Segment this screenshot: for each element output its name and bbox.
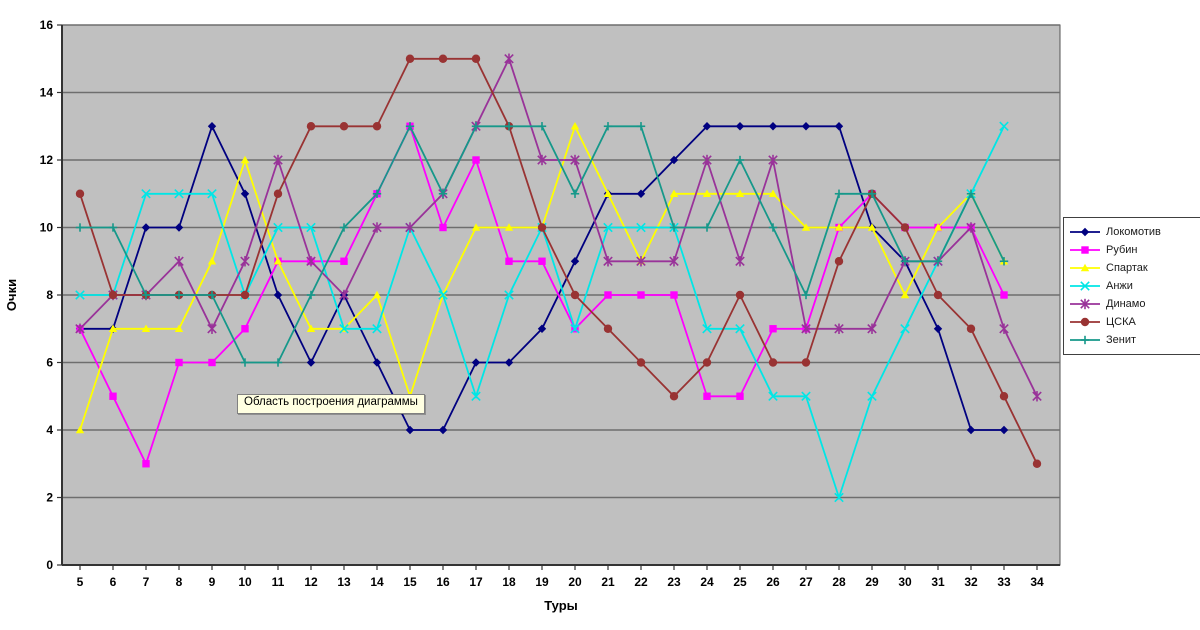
legend-item-label: ЦСКА [1106,316,1136,328]
y-tick-label: 12 [40,153,54,167]
legend-item-label: Зенит [1106,334,1137,346]
y-tick-label: 6 [46,356,53,370]
legend-marker-icon [1070,246,1100,254]
legend-marker-icon [1070,281,1100,291]
x-tick-label: 27 [799,575,813,589]
x-tick-label: 22 [634,575,648,589]
x-tick-label: 16 [436,575,450,589]
x-tick-label: 8 [176,575,183,589]
x-tick-label: 14 [370,575,384,589]
legend-item-Анжи[interactable]: Анжи [1068,277,1200,295]
x-tick-label: 7 [143,575,150,589]
x-tick-label: 5 [77,575,84,589]
legend-marker-icon [1070,263,1100,272]
legend-item-label: Анжи [1106,280,1133,292]
y-tick-label: 16 [40,18,54,32]
y-tick-label: 10 [40,221,54,235]
x-tick-label: 10 [238,575,252,589]
legend: Локомотив Рубин Спартак Анжи Динамо ЦСКА Зенит [1063,217,1200,355]
legend-item-label: Динамо [1106,298,1146,310]
x-tick-label: 11 [272,575,285,589]
legend-marker-icon [1070,317,1100,327]
legend-item-label: Рубин [1106,244,1138,256]
y-tick-label: 14 [40,86,54,100]
y-tick-label: 2 [46,491,53,505]
x-tick-label: 26 [766,575,780,589]
x-tick-label: 18 [502,575,516,589]
x-tick-label: 24 [700,575,714,589]
legend-item-Динамо[interactable]: Динамо [1068,295,1200,313]
x-tick-label: 28 [832,575,846,589]
legend-marker-icon [1070,227,1100,237]
x-tick-label: 29 [865,575,879,589]
plot-area-tooltip: Область построения диаграммы [237,394,425,414]
x-tick-label: 23 [667,575,681,589]
x-tick-label: 25 [733,575,747,589]
series-Зенит [75,122,1009,367]
legend-marker-icon [1070,335,1100,345]
x-tick-label: 33 [997,575,1011,589]
x-tick-label: 32 [964,575,978,589]
y-tick-label: 4 [46,423,53,437]
y-tick-label: 8 [46,288,53,302]
x-axis-title: Туры [544,598,578,613]
legend-marker-icon [1070,298,1100,310]
x-tick-label: 21 [601,575,615,589]
x-tick-label: 9 [209,575,216,589]
x-tick-label: 30 [898,575,912,589]
y-axis-title: Очки [4,279,19,311]
x-tick-label: 15 [403,575,417,589]
x-tick-label: 34 [1030,575,1044,589]
x-tick-label: 19 [535,575,549,589]
x-tick-label: 17 [469,575,483,589]
legend-item-Спартак[interactable]: Спартак [1068,259,1200,277]
legend-item-Рубин[interactable]: Рубин [1068,241,1200,259]
legend-item-ЦСКА[interactable]: ЦСКА [1068,313,1200,331]
x-tick-label: 13 [337,575,351,589]
x-tick-label: 12 [304,575,318,589]
legend-item-Зенит[interactable]: Зенит [1068,331,1200,349]
x-tick-label: 6 [110,575,117,589]
series-ЦСКА [75,54,1042,468]
legend-item-label: Локомотив [1106,226,1161,238]
series-Локомотив [75,122,1009,435]
legend-item-label: Спартак [1106,262,1148,274]
y-tick-label: 0 [46,558,53,572]
x-tick-label: 20 [568,575,582,589]
x-tick-label: 31 [931,575,945,589]
legend-item-Локомотив[interactable]: Локомотив [1068,223,1200,241]
